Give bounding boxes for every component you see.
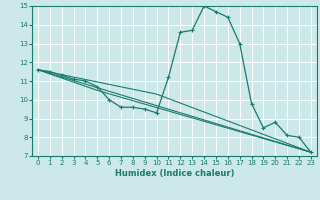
X-axis label: Humidex (Indice chaleur): Humidex (Indice chaleur) xyxy=(115,169,234,178)
